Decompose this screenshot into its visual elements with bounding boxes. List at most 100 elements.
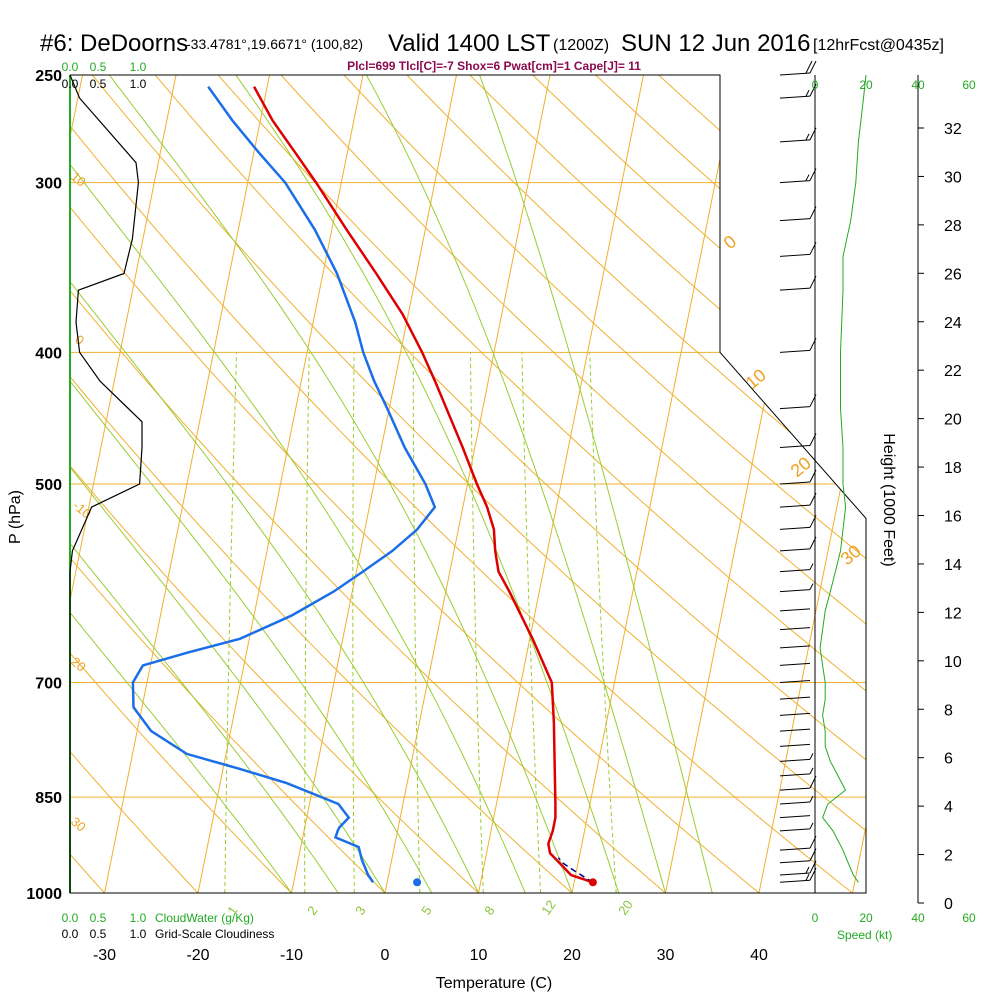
isotherm-line bbox=[478, 75, 644, 893]
barb-shaft bbox=[779, 847, 811, 851]
wind-barb bbox=[779, 645, 811, 649]
temperature-tick-label: 10 bbox=[470, 947, 488, 964]
barb-shaft bbox=[779, 743, 811, 747]
wind-barb bbox=[779, 60, 817, 76]
pressure-tick-label: 850 bbox=[35, 790, 62, 807]
isotherm-line bbox=[384, 75, 551, 893]
barb-half bbox=[805, 866, 810, 874]
isotherm-line bbox=[946, 75, 1000, 893]
dry-adiabat bbox=[70, 75, 573, 893]
temperature-tick-label: -10 bbox=[280, 947, 303, 964]
dry-adiabat-label: 10 bbox=[68, 169, 89, 190]
moist-adiabat bbox=[70, 273, 292, 893]
wind-barb bbox=[779, 394, 817, 410]
cloudwater-tick-bottom: 1.0 bbox=[130, 911, 147, 925]
barb-shaft bbox=[779, 662, 811, 666]
wind-barb bbox=[779, 728, 811, 732]
barb-flag bbox=[809, 275, 817, 289]
barb-flag bbox=[809, 127, 817, 141]
pressure-tick-label: 400 bbox=[35, 345, 62, 362]
wind-barb bbox=[779, 860, 817, 876]
plot-inner bbox=[70, 75, 1000, 893]
dry-adiabat bbox=[70, 75, 760, 893]
wind-barb bbox=[779, 712, 811, 716]
isotherm-line bbox=[852, 75, 866, 893]
height-tick-label: 0 bbox=[944, 896, 953, 913]
barb-shaft bbox=[779, 758, 811, 762]
barb-shaft bbox=[779, 728, 811, 732]
wind-barb bbox=[779, 275, 817, 291]
barb-flag bbox=[805, 60, 813, 74]
height-tick-label: 4 bbox=[944, 799, 953, 816]
mixing-ratio-line bbox=[304, 352, 310, 893]
barb-shaft bbox=[779, 645, 811, 649]
isotherm-line bbox=[291, 75, 457, 893]
barb-half bbox=[809, 795, 814, 803]
wind-barb bbox=[779, 608, 811, 612]
pressure-tick-label: 700 bbox=[35, 676, 62, 693]
barb-flag bbox=[809, 492, 817, 506]
cloudwater-tick-bottom: 0.0 bbox=[62, 911, 79, 925]
cloudiness-tick-bottom: 0.5 bbox=[90, 927, 107, 941]
cloudiness-tick-top: 0.0 bbox=[62, 77, 79, 91]
wind-barb bbox=[779, 696, 811, 700]
barb-shaft bbox=[779, 773, 811, 777]
temperature-tick-label: -30 bbox=[93, 947, 116, 964]
height-tick-label: 28 bbox=[944, 218, 962, 235]
wind-barb bbox=[779, 627, 811, 631]
barb-half bbox=[809, 583, 814, 590]
barb-flag bbox=[809, 469, 817, 483]
barb-shaft bbox=[779, 481, 811, 485]
barb-shaft bbox=[779, 180, 811, 184]
barb-shaft bbox=[779, 504, 811, 508]
height-tick-label: 2 bbox=[944, 848, 953, 865]
height-tick-label: 10 bbox=[944, 654, 962, 671]
dry-adiabat bbox=[154, 75, 866, 893]
barb-flag bbox=[809, 860, 817, 874]
station-coords: -33.4781°,19.6671° (100,82) bbox=[186, 36, 363, 52]
forecast-label: [12hrFcst@0435z] bbox=[813, 37, 944, 54]
mixing-ratio-label: 2 bbox=[304, 903, 320, 918]
wind-barb bbox=[779, 168, 817, 184]
pressure-tick-label: 500 bbox=[35, 477, 62, 494]
isotherm-line bbox=[104, 75, 270, 893]
barb-shaft bbox=[779, 696, 811, 700]
height-tick-label: 8 bbox=[944, 702, 953, 719]
temperature-tick-label: -20 bbox=[186, 947, 209, 964]
speed-tick-bottom: 40 bbox=[911, 911, 925, 925]
barb-half bbox=[805, 133, 810, 141]
barb-shaft bbox=[779, 879, 811, 883]
barb-shaft bbox=[779, 287, 811, 291]
barb-shaft bbox=[779, 787, 811, 791]
height-tick-label: 22 bbox=[944, 363, 962, 380]
barb-half bbox=[809, 563, 814, 570]
speed-tick-top: 0 bbox=[812, 78, 819, 92]
barb-shaft bbox=[779, 608, 811, 612]
barb-half bbox=[805, 874, 810, 881]
moist-adiabat bbox=[70, 86, 433, 893]
cloudwater-tick-top: 1.0 bbox=[130, 60, 147, 74]
moist-adiabat bbox=[70, 152, 386, 893]
barb-flag bbox=[809, 168, 817, 181]
dry-adiabat bbox=[910, 75, 1000, 893]
wind-barb bbox=[779, 83, 817, 99]
barb-shaft bbox=[779, 72, 811, 76]
wind-barb bbox=[779, 680, 811, 684]
height-tick-label: 14 bbox=[944, 557, 962, 574]
barb-shaft bbox=[779, 680, 811, 684]
wind-barb bbox=[779, 536, 817, 552]
moist-adiabat bbox=[479, 75, 713, 893]
barb-flag bbox=[809, 60, 817, 74]
temperature-tick-label: 20 bbox=[563, 947, 581, 964]
pressure-tick-label: 300 bbox=[35, 176, 62, 193]
wind-barb bbox=[779, 492, 817, 508]
date-label: SUN 12 Jun 2016 bbox=[621, 30, 810, 57]
cloudiness-line bbox=[69, 74, 143, 893]
temperature-tick-label: 0 bbox=[381, 947, 390, 964]
barb-flag bbox=[809, 848, 817, 861]
cloudiness-tick-top: 1.0 bbox=[130, 77, 147, 91]
isotherm-label: 20 bbox=[787, 453, 815, 481]
wind-barb bbox=[779, 753, 814, 762]
height-tick-label: 16 bbox=[944, 509, 962, 526]
barb-shaft bbox=[779, 569, 811, 573]
